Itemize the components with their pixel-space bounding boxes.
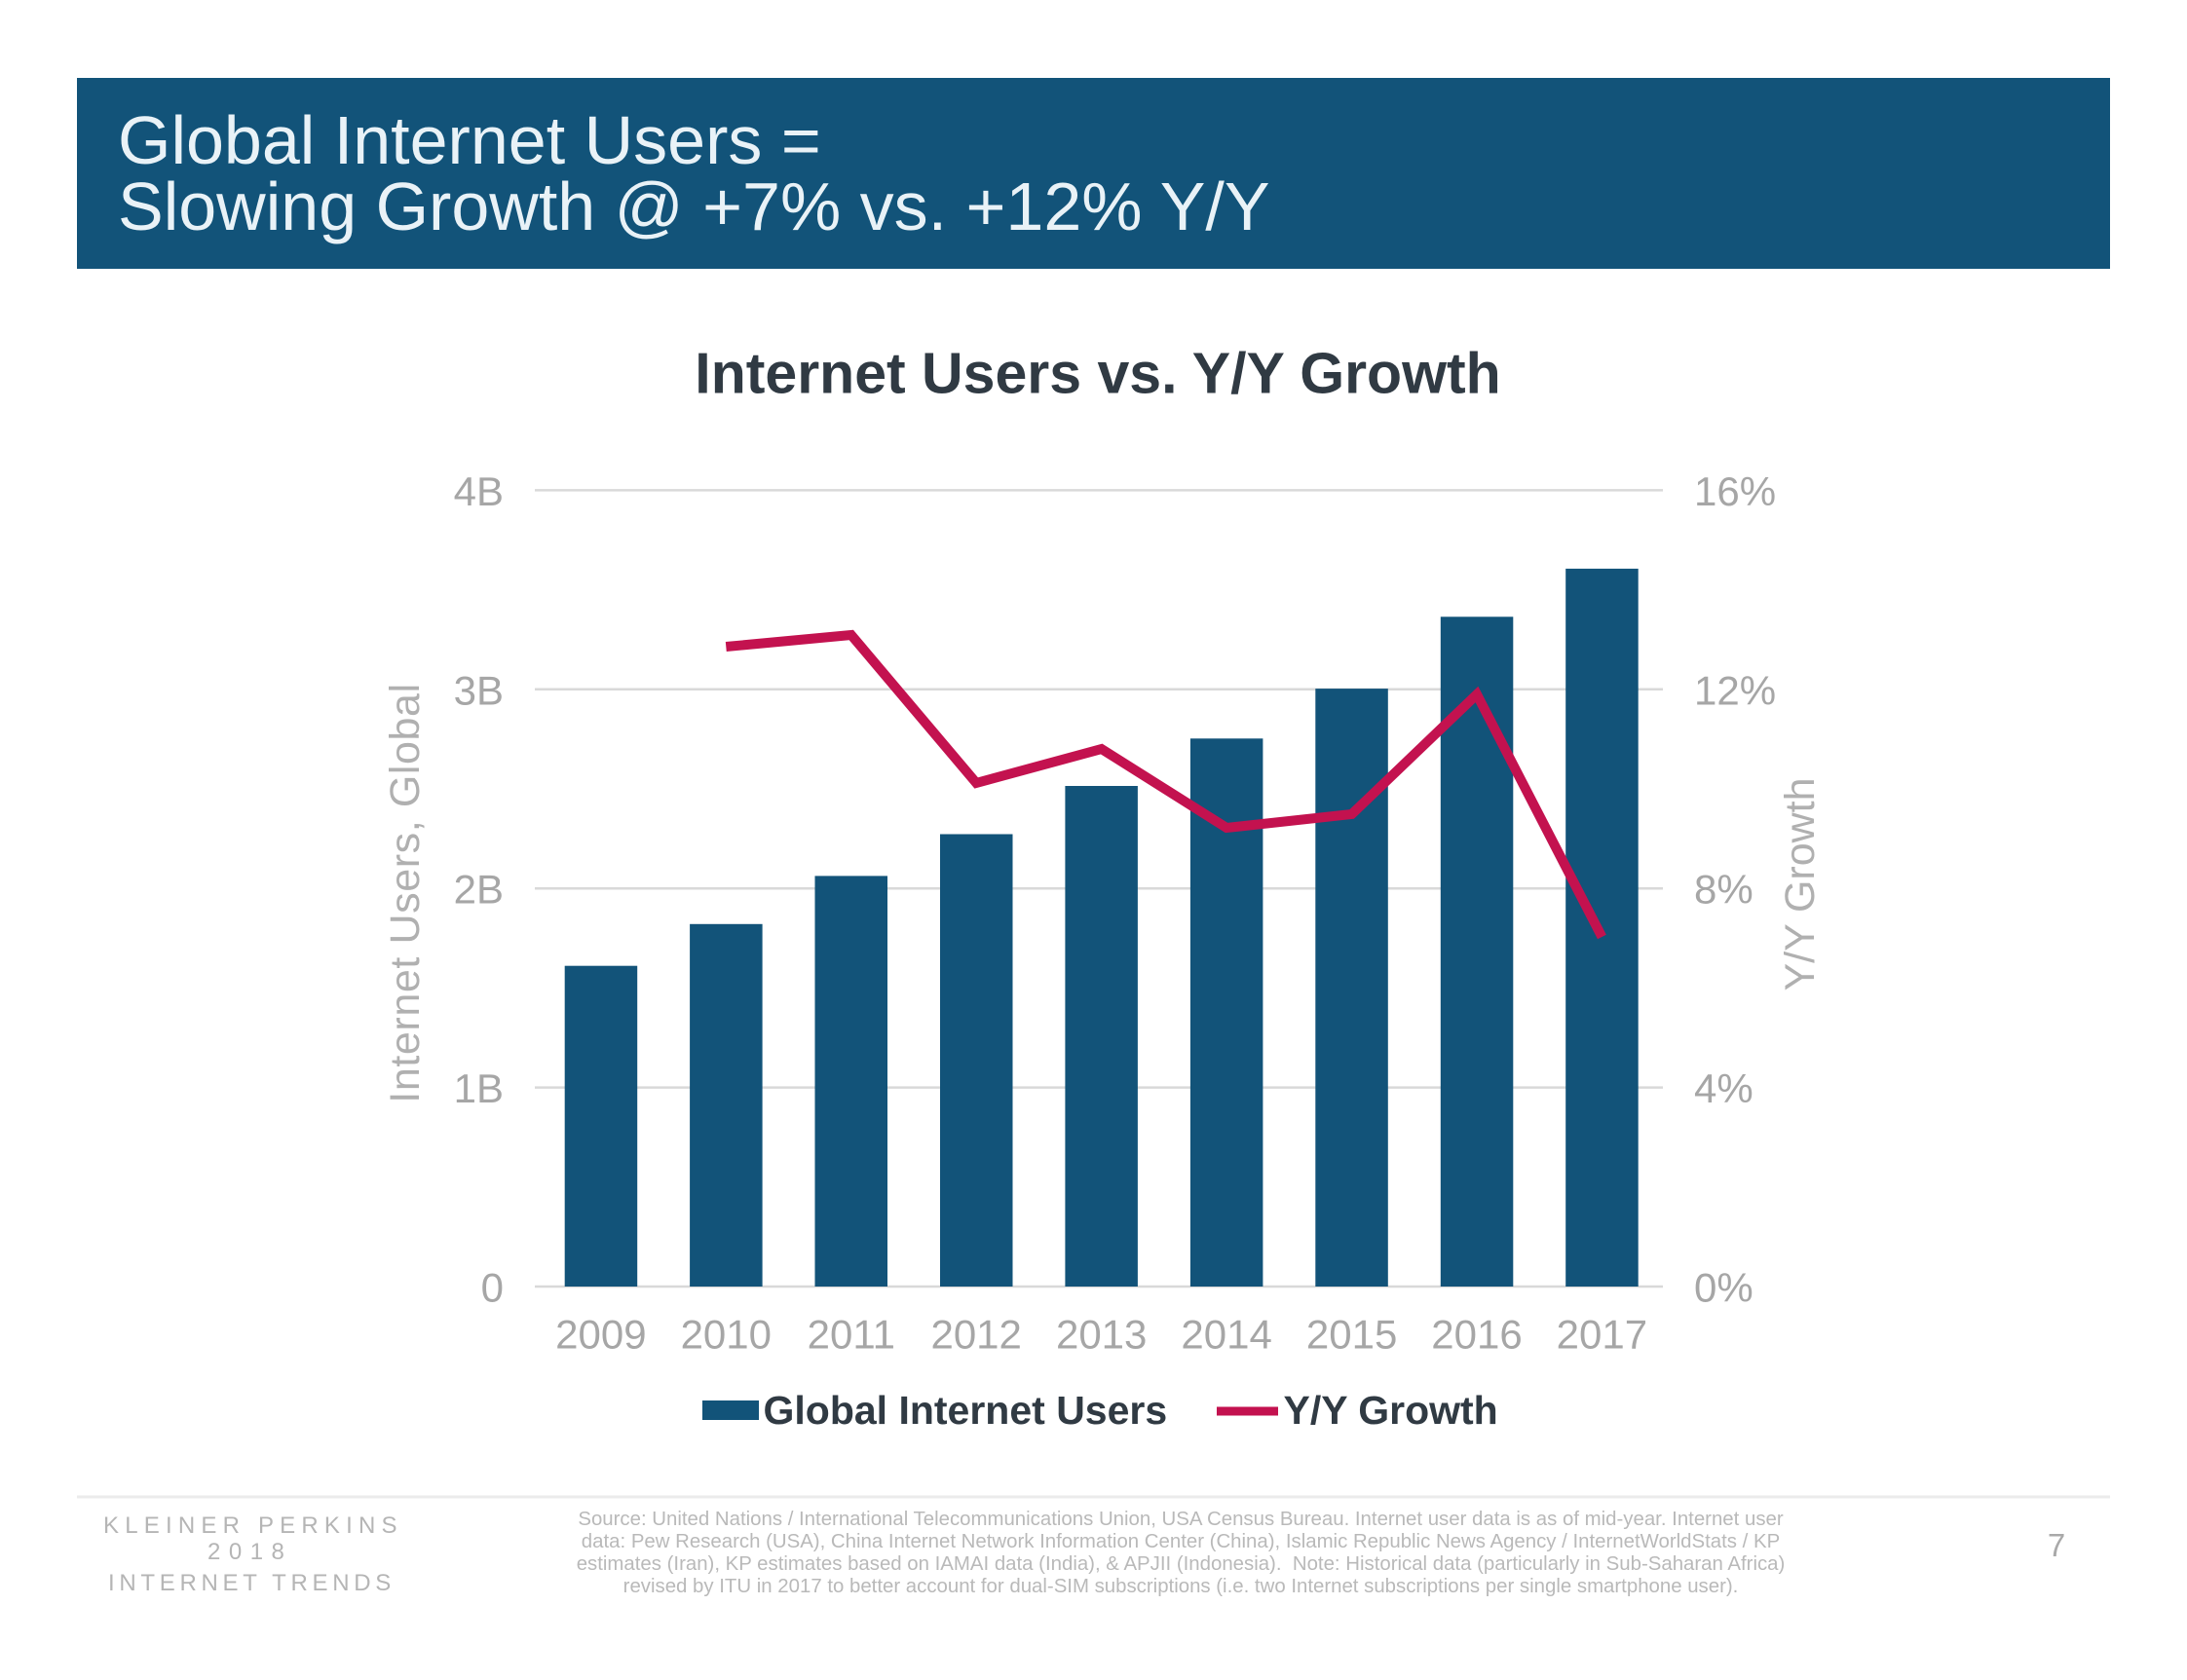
- svg-text:8%: 8%: [1694, 867, 1753, 913]
- svg-text:2011: 2011: [808, 1312, 895, 1358]
- svg-text:2018: 2018: [207, 1539, 292, 1565]
- svg-text:4%: 4%: [1694, 1065, 1753, 1111]
- svg-text:0: 0: [481, 1265, 504, 1311]
- svg-text:Global Internet Users: Global Internet Users: [764, 1388, 1168, 1433]
- svg-text:2012: 2012: [930, 1312, 1021, 1358]
- svg-text:4B: 4B: [454, 468, 504, 514]
- svg-text:0%: 0%: [1694, 1265, 1753, 1311]
- svg-text:data: Pew Research (USA), Chin: data: Pew Research (USA), China Internet…: [582, 1531, 1780, 1552]
- svg-text:estimates (Iran), KP estimates: estimates (Iran), KP estimates based on …: [577, 1553, 1786, 1575]
- svg-text:12%: 12%: [1694, 667, 1776, 713]
- svg-text:revised by ITU in 2017 to bett: revised by ITU in 2017 to better account…: [623, 1576, 1739, 1597]
- svg-text:Y/Y Growth: Y/Y Growth: [1777, 777, 1824, 990]
- svg-text:Y/Y Growth: Y/Y Growth: [1284, 1388, 1498, 1433]
- svg-text:2009: 2009: [555, 1312, 646, 1358]
- svg-text:1B: 1B: [454, 1065, 504, 1111]
- svg-text:3B: 3B: [454, 667, 504, 713]
- svg-text:7: 7: [2048, 1527, 2065, 1563]
- svg-text:Global Internet Users =: Global Internet Users =: [118, 102, 821, 178]
- svg-text:16%: 16%: [1694, 468, 1776, 514]
- svg-text:2016: 2016: [1431, 1312, 1522, 1358]
- svg-text:2017: 2017: [1557, 1312, 1647, 1358]
- svg-text:2013: 2013: [1056, 1312, 1147, 1358]
- svg-text:2010: 2010: [681, 1312, 772, 1358]
- svg-text:2014: 2014: [1181, 1312, 1271, 1358]
- svg-text:2015: 2015: [1306, 1312, 1397, 1358]
- svg-text:2B: 2B: [454, 867, 504, 913]
- svg-text:Source: United Nations / Inter: Source: United Nations / International T…: [578, 1509, 1784, 1530]
- svg-text:Internet Users, Global: Internet Users, Global: [382, 683, 429, 1102]
- svg-text:INTERNET TRENDS: INTERNET TRENDS: [108, 1570, 396, 1596]
- svg-text:KLEINER PERKINS: KLEINER PERKINS: [103, 1512, 403, 1539]
- svg-text:Slowing Growth @ +7% vs. +12%: Slowing Growth @ +7% vs. +12% Y/Y: [118, 168, 1270, 244]
- svg-text:Internet Users vs. Y/Y Growth: Internet Users vs. Y/Y Growth: [695, 342, 1500, 406]
